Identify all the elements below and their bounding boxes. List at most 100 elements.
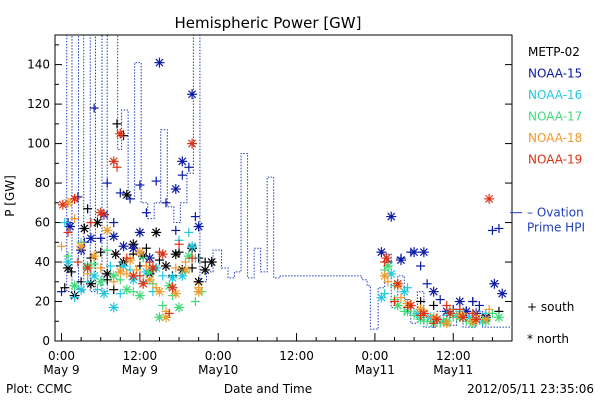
noaa-17-north-point [392, 300, 403, 311]
star-d2 [96, 277, 105, 286]
star-d2 [135, 228, 144, 237]
star-d2 [129, 271, 138, 280]
x-tick-date-5: May11 [433, 363, 473, 377]
noaa-19-north-point [458, 312, 469, 323]
star-d2 [406, 301, 415, 310]
star-d2 [109, 157, 118, 166]
y-tick-label-6: 120 [27, 97, 50, 111]
noaa-15-south-point [468, 297, 478, 307]
noaa-19-south-point [63, 227, 73, 237]
star-d2 [416, 305, 425, 314]
star-d2 [139, 279, 148, 288]
noaa-18-north-point [115, 266, 126, 277]
noaa-15-south-point [57, 287, 67, 297]
noaa-17-north-point [69, 280, 80, 291]
noaa-15-north-point [108, 231, 119, 242]
noaa-16-south-point [115, 289, 125, 299]
star-d2 [442, 319, 451, 328]
noaa-16-south-point [60, 218, 70, 228]
star-d2 [387, 212, 396, 221]
noaa-17-south-point [102, 245, 112, 255]
noaa-19-north-point [147, 262, 158, 273]
star-d2 [168, 273, 177, 282]
star-d2 [77, 242, 86, 251]
noaa-16-south-point [83, 277, 93, 287]
noaa-19-north-point [471, 314, 482, 325]
star-d2 [155, 287, 164, 296]
star-d2 [64, 263, 73, 272]
footer-left: Plot: CCMC [6, 382, 72, 396]
star-d2 [377, 248, 386, 257]
star-d2 [155, 313, 164, 322]
star-d2 [194, 287, 203, 296]
star-d2 [171, 250, 180, 259]
x-tick-time-2: 0:00 [205, 349, 232, 363]
star-d2 [393, 279, 402, 288]
noaa-15-north-point [386, 211, 397, 222]
star-d2 [383, 261, 392, 271]
noaa-18-south-point [171, 263, 181, 273]
noaa-15-north-point [418, 247, 429, 258]
plot-frame [54, 34, 513, 342]
data-points [57, 57, 508, 329]
metp-02-south-point [96, 247, 106, 257]
star-d2 [135, 291, 144, 300]
x-tick-time-4: 0:00 [361, 349, 388, 363]
noaa-15-north-point [193, 221, 204, 232]
noaa-15-south-point [171, 225, 181, 235]
metp-02-north-point [151, 227, 162, 238]
noaa-15-north-point [409, 247, 420, 258]
star-d2 [419, 248, 428, 257]
noaa-17-north-point [121, 284, 132, 295]
noaa-17-south-point [128, 287, 138, 297]
ovation-label: Prime HPI [527, 221, 585, 235]
noaa-15-south-point [89, 103, 99, 113]
metp-02-north-point [206, 257, 217, 268]
star-d2 [410, 248, 419, 257]
noaa-19-north-point [95, 207, 106, 218]
noaa-15-south-point [422, 279, 432, 289]
star-d2 [184, 252, 193, 261]
noaa-18-north-point [441, 318, 452, 329]
noaa-15-south-point [141, 208, 151, 218]
star-d2 [158, 250, 167, 259]
noaa-18-south-point [96, 263, 106, 273]
star-d2 [122, 190, 131, 199]
star-d2 [393, 301, 402, 310]
star-d2 [129, 244, 138, 253]
noaa-16-north-point [108, 302, 119, 313]
star-d2 [178, 157, 187, 166]
ovation-step-path [66, 35, 512, 330]
star-d2 [161, 313, 171, 322]
noaa-15-south-point [435, 295, 445, 305]
noaa-16-south-point [70, 293, 80, 303]
star-d2 [109, 271, 118, 280]
x-axis-label: Date and Time [224, 382, 312, 396]
noaa-15-south-point [151, 176, 161, 186]
star-d2 [83, 263, 92, 272]
noaa-16-north-point [89, 270, 100, 281]
y-tick-label-0: 0 [42, 334, 50, 348]
star-d2 [429, 313, 438, 322]
noaa-19-south-point [380, 257, 390, 267]
x-tick-time-0: 0:00 [48, 349, 75, 363]
star-d2 [135, 248, 144, 257]
noaa-19-south-point [174, 239, 184, 249]
noaa-15-south-point [161, 198, 171, 208]
noaa-16-south-point [158, 271, 168, 281]
star-d2 [429, 287, 438, 296]
noaa-15-north-point [134, 227, 145, 238]
noaa-15-south-point [474, 300, 484, 310]
star-d2 [58, 200, 67, 209]
star-d2 [178, 271, 187, 280]
noaa-19-north-point [392, 278, 403, 289]
noaa-17-north-point [134, 290, 145, 301]
noaa-16-north-point [98, 288, 109, 299]
star-d2 [171, 289, 180, 298]
noaa-15-south-point [190, 212, 200, 222]
star-d2 [181, 265, 190, 274]
noaa-15-south-point [177, 170, 187, 180]
star-d2 [494, 313, 503, 322]
noaa-17-north-point [95, 276, 106, 287]
